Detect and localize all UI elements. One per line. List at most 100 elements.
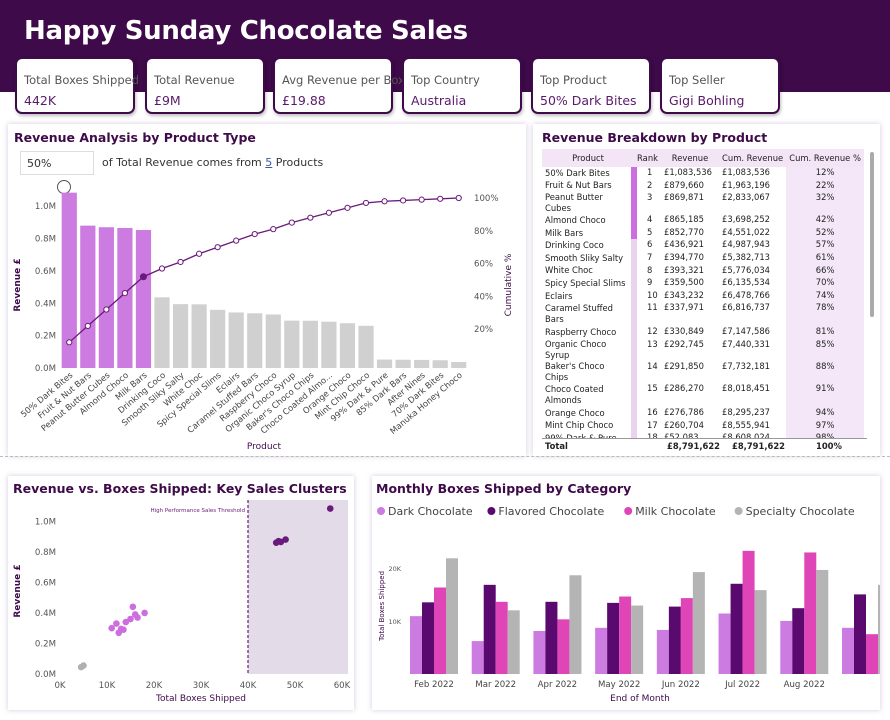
table-row[interactable]: Mint Chip Choco 17 £260,704 £8,555,941 97%: [542, 419, 864, 433]
table-row[interactable]: Smooth Sliky Salty 7 £394,770 £5,382,713 61%: [542, 251, 864, 265]
cumulative-point[interactable]: [325, 209, 333, 216]
table-row[interactable]: 50% Dark Bites 1 £1,083,536 £1,083,536 12%: [542, 167, 864, 180]
bar[interactable]: [80, 225, 96, 368]
bar[interactable]: [842, 627, 854, 674]
percent-input[interactable]: [20, 151, 94, 175]
cumulative-point[interactable]: [66, 339, 73, 346]
bar[interactable]: [668, 606, 681, 674]
bar[interactable]: [792, 608, 805, 674]
table-row[interactable]: Caramel Stuffed Bars 11 £337,971 £6,816,737…: [542, 302, 864, 327]
bar[interactable]: [742, 550, 755, 674]
bar[interactable]: [117, 227, 133, 368]
kpi-top-seller[interactable]: Top Seller Gigi Bohling: [660, 57, 780, 114]
breakdown-table-wrap[interactable]: Product Rank Revenue Cum. Revenue Cum. R…: [542, 149, 872, 452]
legend-label[interactable]: Dark Chocolate: [388, 505, 473, 518]
table-row[interactable]: Almond Choco 4 £865,185 £3,698,252 42%: [542, 214, 864, 227]
bar[interactable]: [339, 323, 356, 368]
bar[interactable]: [376, 359, 393, 368]
bar[interactable]: [730, 583, 743, 674]
bar[interactable]: [754, 590, 767, 674]
cumulative-point[interactable]: [233, 237, 240, 244]
cumulative-point[interactable]: [103, 306, 110, 313]
bar[interactable]: [866, 634, 878, 674]
table-row[interactable]: Choco Coated Almonds 15 £286,270 £8,018,451…: [542, 382, 864, 407]
bar[interactable]: [247, 313, 263, 368]
table-row[interactable]: Peanut Butter Cubes 3 £869,871 £2,833,067 32…: [542, 192, 864, 215]
scatter-point[interactable]: [326, 505, 334, 512]
bar[interactable]: [265, 314, 281, 368]
cumulative-point[interactable]: [307, 214, 314, 221]
scatter-point[interactable]: [113, 620, 120, 627]
table-row[interactable]: Drinking Coco 6 £436,921 £4,987,943 57%: [542, 239, 864, 252]
kpi-total-revenue[interactable]: Total Revenue £9M: [145, 57, 265, 114]
cumulative-point[interactable]: [362, 199, 370, 207]
cumulative-point[interactable]: [195, 250, 203, 257]
bar[interactable]: [410, 616, 422, 674]
cumulative-point[interactable]: [381, 198, 388, 205]
bar[interactable]: [321, 321, 337, 368]
scatter-point[interactable]: [282, 536, 289, 543]
bar[interactable]: [816, 569, 829, 674]
table-row[interactable]: Raspberry Choco 12 £330,849 £7,147,586 81%: [542, 326, 864, 339]
bar[interactable]: [395, 359, 411, 368]
bar[interactable]: [854, 594, 866, 674]
bar[interactable]: [172, 304, 189, 368]
bar[interactable]: [692, 572, 705, 674]
bar[interactable]: [302, 320, 318, 368]
bar[interactable]: [284, 320, 300, 368]
cumulative-point[interactable]: [437, 195, 444, 202]
bar[interactable]: [414, 359, 430, 368]
bar[interactable]: [422, 602, 434, 674]
scatter-point[interactable]: [127, 615, 134, 623]
cumulative-point[interactable]: [288, 219, 295, 226]
bar[interactable]: [98, 227, 114, 368]
scatter-point[interactable]: [80, 662, 87, 669]
bar[interactable]: [804, 552, 817, 674]
table-row[interactable]: White Choc 8 £393,321 £5,776,034 66%: [542, 264, 864, 278]
table-row[interactable]: Baker's Choco Chips 14 £291,850 £7,732,181 8…: [542, 360, 864, 383]
bar[interactable]: [434, 587, 446, 674]
bar[interactable]: [619, 596, 632, 674]
bar[interactable]: [533, 631, 546, 674]
bar[interactable]: [61, 192, 77, 368]
table-row[interactable]: Milk Bars 5 £852,770 £4,551,022 52%: [542, 226, 864, 240]
legend-label[interactable]: Specialty Chocolate: [746, 505, 855, 518]
cumulative-point[interactable]: [158, 265, 166, 272]
legend-label[interactable]: Flavored Chocolate: [498, 505, 604, 518]
cumulative-point[interactable]: [270, 226, 277, 233]
col-header-product[interactable]: Product: [572, 153, 604, 163]
col-header-rank[interactable]: Rank: [637, 153, 658, 163]
cumulative-point[interactable]: [177, 258, 184, 266]
bar[interactable]: [569, 575, 582, 674]
bar[interactable]: [780, 620, 793, 674]
bar[interactable]: [210, 309, 226, 368]
cumulative-point[interactable]: [399, 197, 407, 204]
bar[interactable]: [446, 558, 458, 674]
scatter-point[interactable]: [108, 624, 115, 632]
cumulative-point[interactable]: [418, 196, 425, 203]
scatter-point[interactable]: [134, 614, 141, 621]
bar[interactable]: [631, 605, 644, 674]
col-header-cum-pct[interactable]: Cum. Revenue %: [789, 153, 861, 163]
bar[interactable]: [228, 312, 244, 368]
cumulative-point[interactable]: [84, 322, 91, 330]
bar[interactable]: [191, 304, 207, 368]
scatter-point[interactable]: [129, 603, 137, 611]
cumulative-point[interactable]: [251, 230, 258, 238]
bar[interactable]: [680, 598, 693, 674]
bar[interactable]: [471, 641, 484, 674]
bar[interactable]: [432, 360, 448, 368]
bar[interactable]: [135, 230, 152, 368]
col-header-revenue[interactable]: Revenue: [671, 153, 709, 163]
bar[interactable]: [878, 584, 880, 674]
scatter-point[interactable]: [122, 618, 130, 626]
scatter-point[interactable]: [117, 625, 125, 633]
bar[interactable]: [507, 610, 520, 674]
bar[interactable]: [358, 325, 374, 368]
bar[interactable]: [557, 619, 570, 674]
cumulative-point[interactable]: [121, 290, 129, 297]
table-row[interactable]: Orange Choco 16 £276,786 £8,295,237 94%: [542, 406, 864, 420]
bar[interactable]: [451, 362, 467, 368]
table-row[interactable]: Spicy Special Slims 9 £359,500 £6,135,534 70…: [542, 277, 864, 290]
scatter-point[interactable]: [141, 609, 148, 617]
